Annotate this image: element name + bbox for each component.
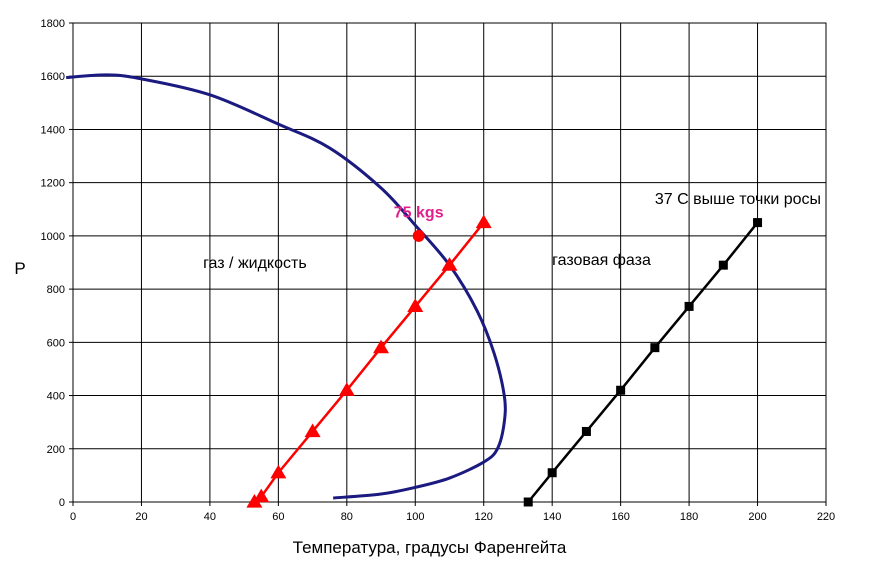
annot-75kgs: 75 kgs xyxy=(394,204,444,221)
x-axis-ticks: 0 20 40 60 80 100 120 140 160 180 200 220 xyxy=(70,502,835,523)
x-tick-label: 200 xyxy=(748,511,766,523)
square-marker xyxy=(650,343,660,353)
square-marker xyxy=(616,385,626,395)
annot-dewpoint: 37 С выше точки росы xyxy=(655,191,821,208)
square-marker xyxy=(753,218,763,228)
x-tick-label: 0 xyxy=(70,511,76,523)
highlight-point xyxy=(412,229,425,242)
triangle-marker xyxy=(475,214,492,229)
x-tick-label: 80 xyxy=(341,511,353,523)
annot-gas-phase: газовая фаза xyxy=(552,252,651,269)
y-tick-label: 1000 xyxy=(41,231,65,243)
triangle-marker xyxy=(253,488,270,503)
annot-gas-liquid: газ / жидкость xyxy=(203,255,307,272)
x-axis-label: Температура, градусы Фаренгейта xyxy=(293,538,567,557)
annotations: газ / жидкость газовая фаза 75 kgs 37 С выш… xyxy=(203,191,821,272)
x-tick-label: 100 xyxy=(406,511,424,523)
x-tick-label: 180 xyxy=(680,511,698,523)
series-line-black-line xyxy=(527,221,759,503)
y-tick-label: 0 xyxy=(59,497,65,509)
y-tick-label: 600 xyxy=(47,337,65,349)
x-tick-label: 160 xyxy=(611,511,629,523)
square-marker xyxy=(523,497,533,507)
x-tick-label: 40 xyxy=(204,511,216,523)
series-group xyxy=(66,73,763,508)
y-tick-label: 200 xyxy=(47,444,65,456)
triangle-marker xyxy=(407,298,424,313)
x-tick-label: 140 xyxy=(543,511,561,523)
y-tick-label: 1800 xyxy=(41,18,65,30)
y-axis-label: P xyxy=(14,259,25,278)
series-red-line xyxy=(246,214,492,508)
series-line-phase-envelope xyxy=(66,73,507,500)
triangle-marker xyxy=(304,423,321,438)
y-tick-label: 1200 xyxy=(41,178,65,190)
square-marker xyxy=(684,301,694,311)
y-tick-label: 1600 xyxy=(41,71,65,83)
plot-area-frame xyxy=(72,22,827,503)
x-tick-label: 120 xyxy=(475,511,493,523)
triangle-marker xyxy=(270,464,287,479)
triangle-marker xyxy=(373,339,390,354)
square-marker xyxy=(581,426,591,436)
triangle-marker xyxy=(441,257,458,271)
y-axis-ticks: 0 200 400 600 800 1000 1200 1400 1600 1800 xyxy=(41,18,73,509)
x-tick-label: 60 xyxy=(272,511,284,523)
y-tick-label: 800 xyxy=(47,284,65,296)
y-tick-label: 400 xyxy=(47,391,65,403)
square-marker xyxy=(718,260,728,270)
triangle-marker xyxy=(338,382,355,396)
square-marker xyxy=(547,468,557,478)
y-tick-label: 1400 xyxy=(41,124,65,136)
series-black-line xyxy=(523,218,763,507)
x-tick-label: 20 xyxy=(135,511,147,523)
series-phase-envelope xyxy=(66,73,507,500)
x-tick-label: 220 xyxy=(817,511,835,523)
